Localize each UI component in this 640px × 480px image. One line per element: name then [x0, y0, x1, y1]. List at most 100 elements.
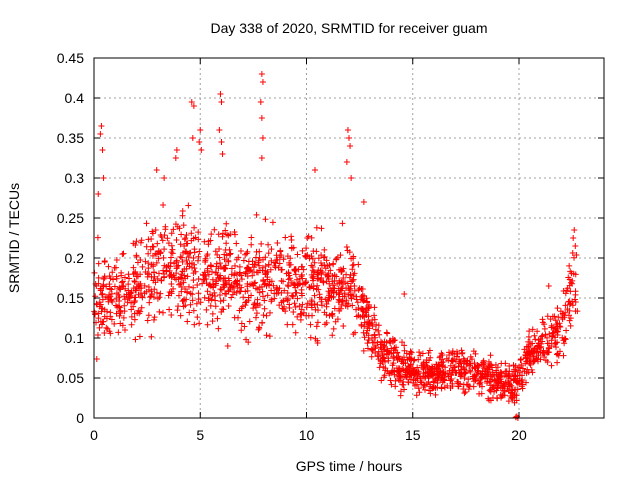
data-point: [463, 381, 470, 388]
data-point: [169, 246, 176, 253]
data-point: [310, 283, 317, 290]
data-point: [233, 240, 240, 247]
data-point: [351, 270, 358, 277]
data-point: [217, 286, 224, 293]
data-point: [371, 312, 378, 319]
data-point: [196, 248, 203, 255]
data-point: [434, 374, 441, 381]
data-point: [501, 383, 508, 390]
data-point: [113, 273, 120, 280]
data-points: [91, 71, 581, 421]
data-point: [134, 259, 141, 266]
data-point: [161, 273, 168, 280]
data-point: [151, 314, 158, 321]
data-point: [222, 290, 229, 297]
data-point: [239, 303, 246, 310]
data-point: [423, 357, 430, 363]
data-point: [481, 372, 488, 379]
data-point: [236, 307, 243, 314]
data-point: [172, 155, 179, 161]
data-point: [465, 376, 472, 383]
data-point: [548, 342, 555, 349]
data-point: [150, 269, 157, 276]
data-point: [570, 235, 577, 241]
data-point: [259, 293, 266, 300]
data-point: [204, 251, 211, 258]
x-tick-label: 0: [90, 427, 98, 443]
data-point: [358, 293, 365, 300]
data-point: [347, 271, 354, 278]
data-point: [183, 240, 190, 247]
data-point: [238, 284, 245, 291]
data-point: [538, 340, 545, 347]
data-point: [253, 310, 260, 317]
data-point: [268, 298, 275, 305]
data-point: [132, 336, 139, 343]
data-point: [407, 348, 414, 355]
data-point: [147, 246, 154, 253]
data-point: [426, 347, 433, 354]
data-point: [103, 315, 110, 322]
data-point: [278, 266, 285, 273]
data-point: [128, 306, 135, 313]
data-point: [382, 358, 389, 365]
data-point: [220, 297, 227, 304]
data-point: [196, 320, 203, 327]
data-point: [312, 167, 318, 173]
data-point: [465, 386, 472, 393]
data-point: [215, 265, 222, 272]
data-point: [282, 234, 289, 241]
data-point: [464, 358, 471, 365]
data-point: [427, 366, 434, 373]
data-point: [506, 381, 513, 388]
data-point: [314, 301, 321, 308]
data-point: [304, 300, 311, 307]
data-point: [323, 303, 330, 310]
data-point: [371, 339, 378, 346]
data-point: [246, 267, 253, 274]
data-point: [387, 370, 394, 377]
data-point: [223, 281, 230, 288]
data-point: [112, 302, 119, 309]
data-point: [478, 390, 485, 397]
data-point: [442, 364, 449, 371]
data-point: [111, 320, 118, 327]
data-point: [474, 362, 481, 369]
data-point: [130, 264, 137, 271]
data-point: [542, 331, 549, 338]
data-point: [201, 269, 208, 276]
data-point: [518, 356, 525, 363]
data-point: [208, 296, 215, 303]
data-point: [131, 310, 138, 317]
data-point: [150, 261, 157, 268]
data-point: [275, 264, 282, 271]
data-point: [343, 243, 350, 250]
data-point: [236, 288, 243, 295]
y-tick-label: 0.3: [65, 170, 85, 186]
data-point: [238, 327, 245, 334]
data-point: [565, 298, 572, 305]
data-point: [245, 294, 252, 301]
data-point: [131, 299, 138, 306]
data-point: [415, 356, 422, 363]
data-point: [145, 283, 152, 290]
data-point: [121, 274, 128, 281]
data-point: [155, 248, 162, 255]
plot-frame: [93, 57, 605, 419]
data-point: [427, 390, 434, 397]
data-point: [347, 143, 354, 149]
data-point: [190, 307, 197, 314]
data-point: [551, 313, 558, 320]
data-point: [165, 240, 172, 247]
data-point: [183, 231, 190, 238]
data-point: [541, 349, 548, 356]
data-point: [343, 299, 350, 306]
data-point: [171, 260, 178, 267]
data-point: [403, 374, 410, 381]
data-point: [177, 241, 184, 248]
data-point: [197, 127, 204, 133]
data-point: [562, 309, 569, 316]
data-point: [158, 233, 165, 240]
data-point: [106, 273, 113, 280]
data-point: [284, 290, 291, 297]
